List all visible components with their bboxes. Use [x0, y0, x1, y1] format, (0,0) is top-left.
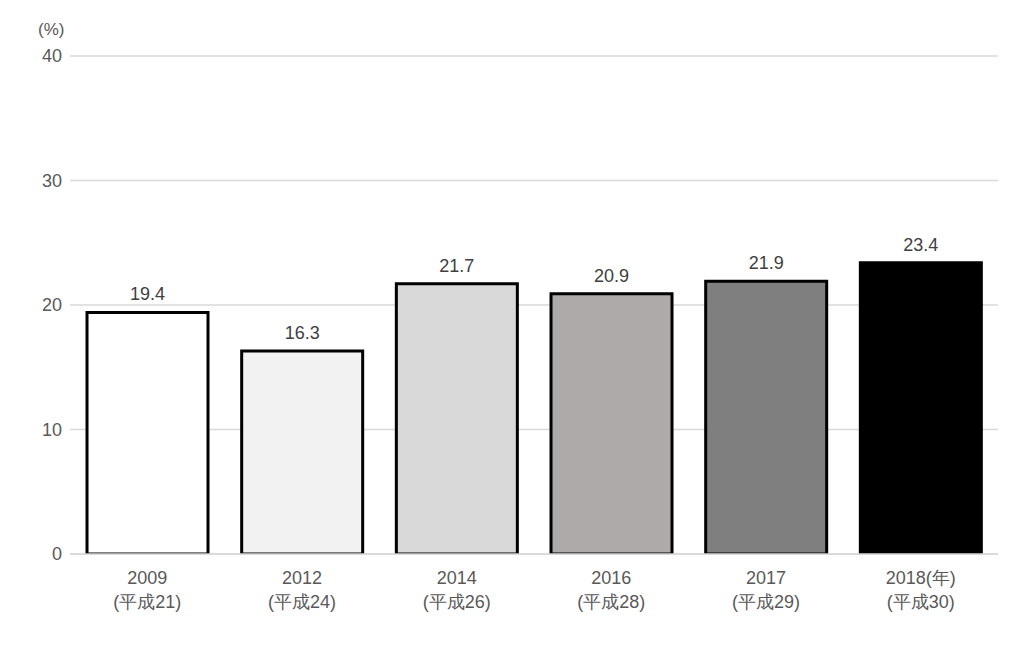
svg-text:20: 20 [42, 295, 62, 315]
svg-text:20.9: 20.9 [594, 266, 629, 286]
svg-text:2017(平成29): 2017(平成29) [732, 568, 800, 612]
svg-text:40: 40 [42, 46, 62, 66]
svg-text:16.3: 16.3 [285, 323, 320, 343]
svg-text:19.4: 19.4 [130, 284, 165, 304]
svg-text:2014(平成26): 2014(平成26) [423, 568, 491, 612]
svg-text:21.7: 21.7 [439, 256, 474, 276]
svg-text:21.9: 21.9 [749, 253, 784, 273]
svg-text:10: 10 [42, 420, 62, 440]
svg-text:0: 0 [52, 544, 62, 564]
svg-text:2018(年)(平成30): 2018(年)(平成30) [886, 568, 956, 612]
svg-text:2009(平成21): 2009(平成21) [113, 568, 181, 612]
svg-text:2016(平成28): 2016(平成28) [577, 568, 645, 612]
svg-text:23.4: 23.4 [903, 235, 938, 255]
svg-text:30: 30 [42, 171, 62, 191]
svg-text:2012(平成24): 2012(平成24) [268, 568, 336, 612]
